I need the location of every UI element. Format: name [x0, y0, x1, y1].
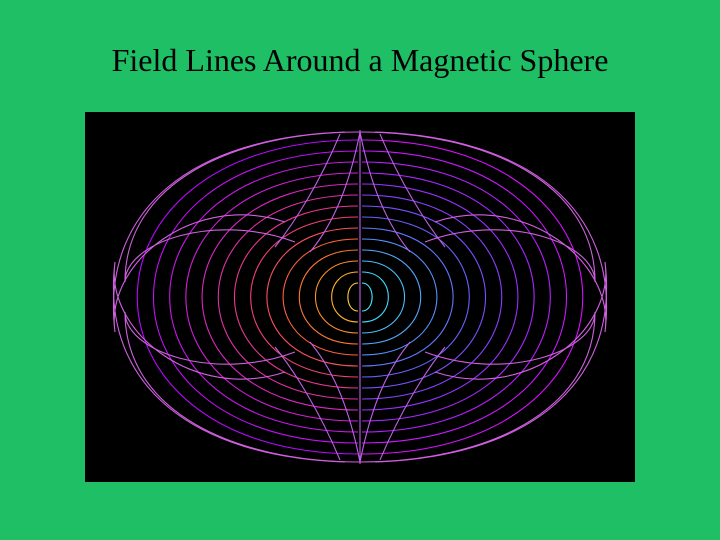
field-line-figure: [85, 112, 635, 482]
field-line-svg: [85, 112, 635, 482]
slide: Field Lines Around a Magnetic Sphere: [0, 0, 720, 540]
slide-title: Field Lines Around a Magnetic Sphere: [0, 42, 720, 79]
